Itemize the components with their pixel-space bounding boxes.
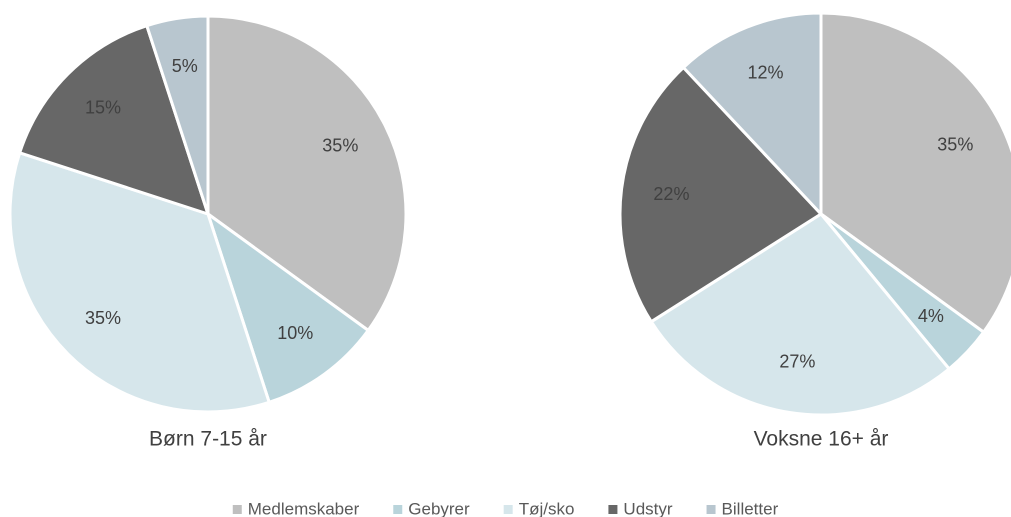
- data-label: 4%: [918, 306, 944, 326]
- legend-marker: [706, 505, 716, 514]
- data-label: 35%: [322, 135, 358, 155]
- legend-label: Gebyrer: [408, 499, 470, 517]
- data-label: 12%: [747, 63, 783, 83]
- legend-marker: [608, 505, 618, 514]
- legend-marker: [503, 505, 513, 514]
- data-label: 35%: [85, 308, 121, 328]
- legend-marker: [232, 505, 242, 514]
- legend-label: Medlemskaber: [248, 499, 360, 517]
- pie-slice: [618, 65, 824, 324]
- pie-slice: [206, 14, 408, 333]
- data-label: 15%: [85, 98, 121, 118]
- legend-label: Billetter: [722, 499, 779, 517]
- pie-slice: [144, 14, 210, 215]
- pie-slice: [649, 212, 952, 417]
- chart-title: Børn 7-15 år: [149, 428, 267, 451]
- legend-label: Udstyr: [623, 499, 672, 517]
- data-label: 5%: [172, 56, 198, 76]
- data-label: 22%: [653, 184, 689, 204]
- legend-marker: [393, 505, 403, 514]
- data-label: 35%: [937, 134, 973, 154]
- pie-slice: [8, 150, 272, 414]
- pie-slice: [205, 210, 371, 405]
- pie-slice: [681, 11, 823, 218]
- legend-label: Tøj/sko: [519, 499, 575, 517]
- data-label: 10%: [277, 323, 313, 343]
- chart-title: Voksne 16+ år: [754, 428, 889, 451]
- data-label: 27%: [779, 352, 815, 372]
